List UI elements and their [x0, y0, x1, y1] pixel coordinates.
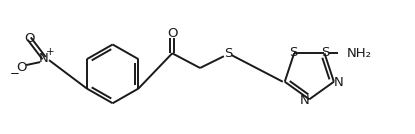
Text: O: O [16, 62, 27, 75]
Text: S: S [224, 47, 232, 60]
Text: N: N [300, 94, 309, 107]
Text: N: N [334, 76, 344, 89]
Text: NH₂: NH₂ [347, 47, 371, 60]
Text: −: − [10, 67, 19, 80]
Text: N: N [39, 52, 49, 65]
Text: O: O [24, 32, 34, 45]
Text: S: S [289, 46, 297, 59]
Text: O: O [167, 27, 178, 40]
Text: +: + [46, 47, 54, 57]
Text: S: S [321, 46, 330, 59]
